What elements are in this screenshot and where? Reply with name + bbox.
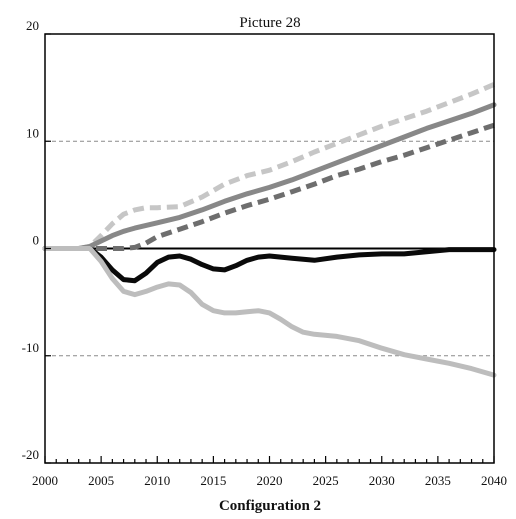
- series-line-1: [45, 82, 495, 251]
- axes: -20 -10 0 10 20 2000 2005 2010 2015 2020 2025 2030 2…: [22, 18, 507, 488]
- series-line-2: [42, 102, 497, 251]
- x-tick-label: 2010: [144, 473, 170, 488]
- chart-title: Picture 28: [239, 15, 300, 31]
- y-tick-label: 0: [33, 233, 40, 248]
- x-tick-label: 2015: [200, 473, 226, 488]
- series-line-5: [42, 246, 497, 378]
- x-tick-label: 2025: [313, 473, 339, 488]
- series-lines: [42, 82, 497, 378]
- x-tick-label: 2020: [257, 473, 283, 488]
- series-line-4: [42, 246, 497, 284]
- y-tick-label: 20: [26, 18, 39, 33]
- x-tick-label: 2000: [32, 473, 58, 488]
- x-tick-label: 2040: [481, 473, 507, 488]
- x-axis-label: Configuration 2: [219, 498, 321, 514]
- x-tick-label: 2035: [425, 473, 451, 488]
- y-tick-label: -10: [22, 340, 39, 355]
- y-tick-label: -20: [22, 447, 39, 462]
- x-tick-label: 2005: [88, 473, 114, 488]
- y-tick-label: 10: [26, 125, 39, 140]
- grid-lines: [45, 140, 494, 357]
- series-line-3: [45, 122, 495, 251]
- x-tick-label: 2030: [369, 473, 395, 488]
